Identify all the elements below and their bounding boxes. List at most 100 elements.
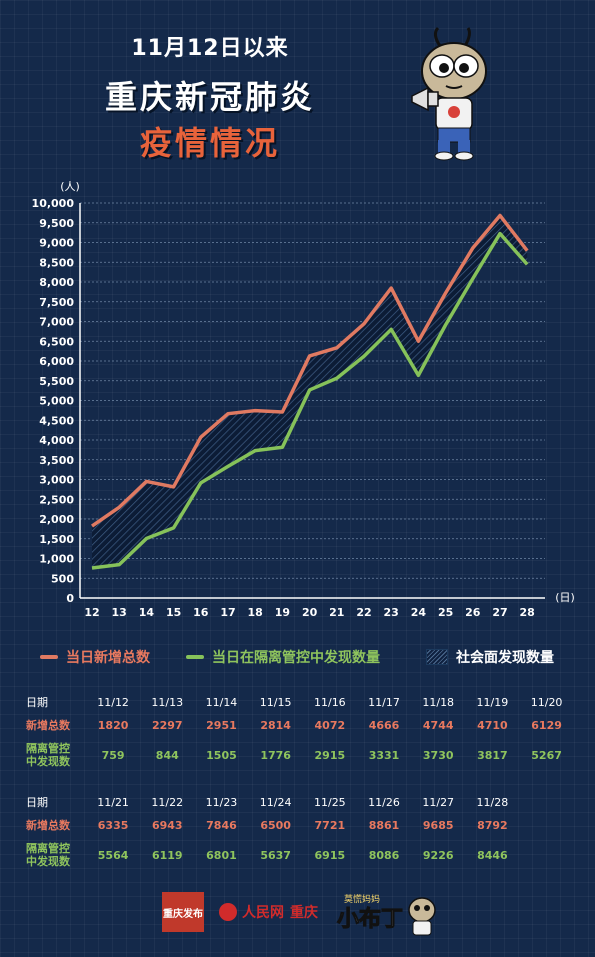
isolated-cell: 9226 (422, 848, 454, 862)
isolated-cell: 6119 (151, 848, 183, 862)
x-tick-label: 25 (438, 606, 453, 619)
x-tick-label: 12 (84, 606, 99, 619)
isolated-label-line-2: 中发现数 (26, 755, 70, 768)
xiaobuding-big-text: 小布丁 (337, 906, 403, 932)
x-tick-label: 13 (112, 606, 127, 619)
isolated-cell: 1776 (260, 748, 291, 762)
y-tick-label: 5,000 (39, 395, 74, 408)
y-tick-label: 10,000 (32, 197, 75, 210)
total-cell: 4666 (368, 718, 400, 732)
x-tick-label: 17 (220, 606, 235, 619)
title-line-2: 重庆新冠肺炎 (104, 78, 315, 116)
legend-label-total: 当日新增总数 (66, 650, 150, 666)
table-row-dates: 日期 11/21 11/22 11/23 11/24 11/25 11/26 1… (26, 792, 574, 812)
date-cell: 11/16 (313, 695, 346, 709)
people-net-city-text: 重庆 (290, 904, 318, 921)
series-line-isolated (91, 231, 529, 570)
y-tick-label: 4,000 (39, 434, 74, 447)
total-cell: 2814 (260, 718, 291, 732)
footer-logos: 重庆发布 人民网 重庆 莫慌妈妈 小布丁 (162, 892, 436, 936)
date-cell: 11/25 (313, 795, 346, 809)
x-tick-label: 21 (329, 606, 344, 619)
social-found-area (92, 215, 528, 569)
x-axis-ticks: 12 13 14 15 16 17 18 19 20 21 22 23 24 25 26 27 28 (84, 606, 535, 619)
y-tick-label: 6,000 (39, 355, 74, 368)
x-tick-label: 27 (492, 606, 507, 619)
total-cell: 9685 (422, 818, 454, 832)
y-tick-label: 500 (51, 572, 74, 585)
y-tick-label: 0 (66, 592, 74, 605)
y-tick-label: 1,500 (39, 533, 74, 546)
date-cell: 11/23 (205, 795, 238, 809)
total-cell: 6943 (151, 818, 183, 832)
legend-swatch-isolated (186, 655, 204, 659)
people-net-logo-text: 人民网 (242, 904, 284, 921)
total-cell: 6500 (260, 818, 291, 832)
legend-item-isolated: 当日在隔离管控中发现数量 (186, 646, 380, 668)
isolated-label-line-2: 中发现数 (26, 855, 70, 868)
chongqing-release-logo: 重庆发布 (162, 892, 204, 932)
date-cell: 11/24 (259, 795, 292, 809)
y-tick-label: 2,500 (39, 493, 74, 506)
x-tick-label: 18 (248, 606, 263, 619)
isolated-cell: 3817 (477, 748, 508, 762)
legend-item-area: 社会面发现数量 (426, 646, 554, 668)
date-cell: 11/28 (476, 795, 509, 809)
isolated-cell: 5564 (97, 848, 129, 862)
total-cell: 4072 (314, 718, 346, 732)
chongqing-release-logo-text: 重庆发布 (163, 907, 203, 920)
total-cell: 1820 (97, 718, 129, 732)
isolated-cell: 6801 (206, 848, 237, 862)
legend-swatch-area (426, 649, 448, 665)
people-net-logo: 人民网 重庆 (219, 903, 318, 921)
isolated-cell: 8446 (477, 848, 508, 862)
total-cell: 6335 (97, 818, 129, 832)
isolated-cell: 759 (101, 748, 125, 762)
total-cell: 6129 (531, 718, 562, 732)
isolated-cell: 844 (155, 748, 179, 762)
total-cell: 7721 (314, 818, 346, 832)
y-tick-label: 9,500 (39, 217, 74, 230)
table-row-totals: 新增总数 1820 2297 2951 2814 4072 4666 4744 … (26, 712, 574, 738)
y-axis-ticks: 0 500 1,000 1,500 2,000 2,500 3,000 3,500 4,000 4… (32, 197, 75, 605)
date-cell: 11/17 (368, 695, 400, 709)
legend-swatch-total (40, 655, 58, 659)
y-tick-label: 9,000 (39, 237, 74, 250)
total-cell: 8861 (368, 818, 400, 832)
date-cell: 11/27 (422, 795, 455, 809)
date-cell: 11/21 (97, 795, 129, 809)
x-tick-label: 22 (356, 606, 371, 619)
x-tick-label: 16 (193, 606, 209, 619)
isolated-cell: 8086 (368, 848, 400, 862)
x-tick-label: 28 (520, 606, 535, 619)
total-cell: 2951 (206, 718, 237, 732)
x-unit-label: (日) (555, 591, 575, 604)
y-unit-label: (人) (60, 180, 80, 193)
table-row-isolated: 隔离管控 中发现数 5564 6119 6801 5637 6915 8086 … (26, 838, 574, 872)
date-cell: 11/14 (205, 695, 238, 709)
isolated-row-label: 隔离管控 中发现数 (26, 842, 86, 868)
date-cell: 11/12 (97, 695, 129, 709)
date-row-label: 日期 (26, 795, 48, 809)
x-tick-label: 19 (275, 606, 290, 619)
isolated-row-label: 隔离管控 中发现数 (26, 742, 86, 768)
y-tick-label: 2,000 (39, 513, 74, 526)
data-table-block-2: 日期 11/21 11/22 11/23 11/24 11/25 11/26 1… (26, 792, 574, 872)
xiaobuding-logo: 莫慌妈妈 小布丁 (336, 893, 436, 936)
y-tick-label: 8,000 (39, 276, 74, 289)
x-tick-label: 26 (465, 606, 481, 619)
ant-mascot-icon (411, 26, 487, 161)
xiaobuding-small-text: 莫慌妈妈 (344, 893, 380, 905)
y-tick-label: 3,000 (39, 474, 74, 487)
isolated-cell: 2915 (314, 748, 346, 762)
total-row-label: 新增总数 (26, 818, 70, 832)
total-cell: 4710 (477, 718, 508, 732)
x-tick-label: 14 (139, 606, 155, 619)
table-row-totals: 新增总数 6335 6943 7846 6500 7721 8861 9685 … (26, 812, 574, 838)
isolated-cell: 1505 (206, 748, 237, 762)
date-row-label: 日期 (26, 695, 48, 709)
isolated-cell: 6915 (314, 848, 346, 862)
date-cell: 11/20 (530, 695, 563, 709)
legend-label-isolated: 当日在隔离管控中发现数量 (212, 650, 380, 666)
date-cell: 11/18 (422, 695, 455, 709)
